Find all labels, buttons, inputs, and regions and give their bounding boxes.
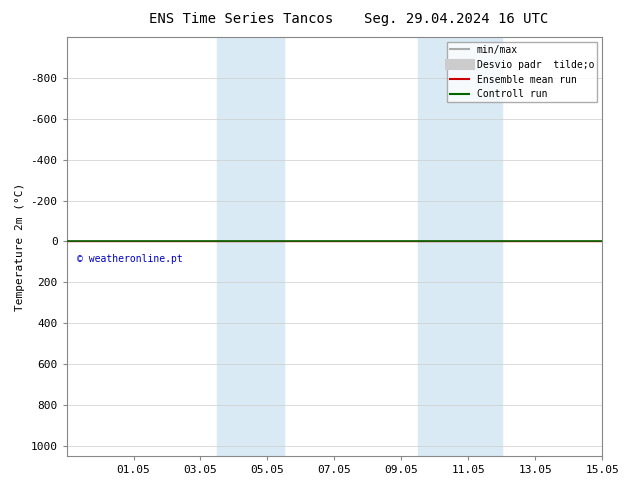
Text: © weatheronline.pt: © weatheronline.pt bbox=[77, 254, 183, 264]
Bar bbox=[217, 37, 250, 456]
Legend: min/max, Desvio padr  tilde;o, Ensemble mean run, Controll run: min/max, Desvio padr tilde;o, Ensemble m… bbox=[447, 42, 597, 102]
Bar bbox=[418, 37, 451, 456]
Y-axis label: Temperature 2m (°C): Temperature 2m (°C) bbox=[15, 182, 25, 311]
Text: ENS Time Series Tancos: ENS Time Series Tancos bbox=[149, 12, 333, 26]
Bar bbox=[250, 37, 284, 456]
Bar bbox=[451, 37, 501, 456]
Text: Seg. 29.04.2024 16 UTC: Seg. 29.04.2024 16 UTC bbox=[365, 12, 548, 26]
